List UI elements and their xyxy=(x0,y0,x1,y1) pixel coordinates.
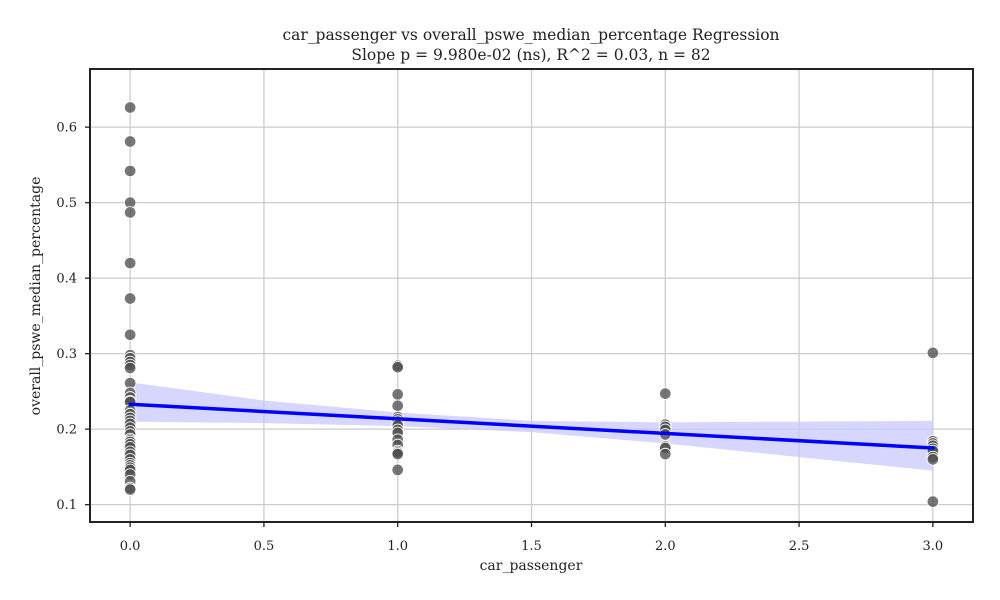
axis-layer: 0.0 0.5 1.0 1.5 2.0 2.5 3.0 0.1 0.2 0.3 0.4 0.5 0.6 xyxy=(56,121,943,554)
y-tick-label: 0.1 xyxy=(56,498,77,513)
x-tick-label: 3.0 xyxy=(923,539,944,554)
y-tick-label: 0.5 xyxy=(56,196,77,211)
x-tick-label: 0.0 xyxy=(120,539,141,554)
data-point xyxy=(659,387,672,400)
x-tick-label: 2.5 xyxy=(789,539,810,554)
x-tick-label: 1.5 xyxy=(521,539,542,554)
x-tick-label: 1.0 xyxy=(387,539,408,554)
chart-subtitle: Slope p = 9.980e-02 (ns), R^2 = 0.03, n … xyxy=(351,46,710,64)
data-point xyxy=(926,495,940,508)
y-tick-label: 0.3 xyxy=(56,347,77,362)
data-point xyxy=(391,360,404,374)
data-point xyxy=(123,135,137,148)
data-point xyxy=(391,447,404,461)
regression-line-layer xyxy=(128,402,935,450)
y-axis-label: overall_pswe_median_percentage xyxy=(28,177,44,416)
data-point xyxy=(123,256,137,270)
points-layer xyxy=(123,101,940,508)
data-point xyxy=(123,361,137,375)
y-tick-label: 0.6 xyxy=(56,121,77,136)
regression-line xyxy=(128,402,935,450)
data-point xyxy=(123,164,137,178)
y-tick-label: 0.4 xyxy=(56,272,77,287)
data-point xyxy=(391,388,404,401)
data-point xyxy=(123,292,137,305)
data-point xyxy=(391,463,404,477)
x-tick-label: 0.5 xyxy=(254,539,275,554)
chart-title: car_passenger vs overall_pswe_median_per… xyxy=(282,26,779,44)
data-point xyxy=(391,399,404,412)
x-axis-label: car_passenger xyxy=(480,558,583,574)
data-point xyxy=(659,447,672,461)
y-tick-label: 0.2 xyxy=(56,423,77,438)
data-point xyxy=(123,328,137,342)
data-point xyxy=(926,453,940,466)
data-point xyxy=(123,101,137,114)
data-point xyxy=(123,483,137,496)
x-tick-label: 2.0 xyxy=(655,539,676,554)
data-point xyxy=(926,346,940,360)
data-point xyxy=(123,206,137,219)
